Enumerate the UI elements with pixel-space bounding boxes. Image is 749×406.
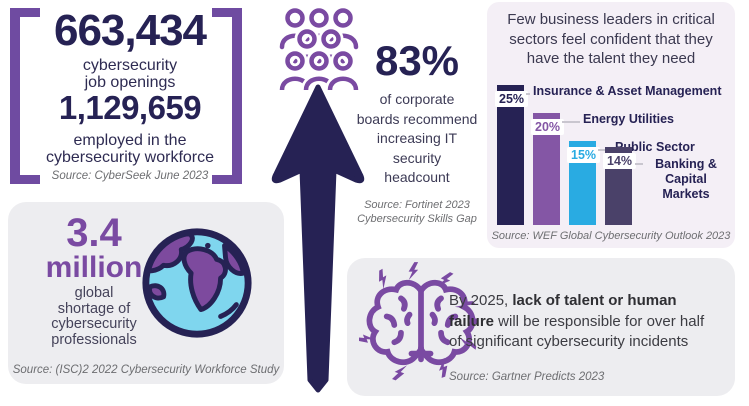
shortage-card: 3.4 million global shortage of cybersecu… <box>8 202 284 384</box>
gartner-source: Source: Gartner Predicts 2023 <box>449 371 605 383</box>
leader-line-1 <box>562 121 580 123</box>
right-bracket <box>212 8 242 184</box>
prediction-text-prefix: By 2025, <box>449 292 513 309</box>
prediction-text-suffix: will be responsible for over half of sig… <box>449 312 705 351</box>
bar-value-label-2: 15% <box>567 147 601 163</box>
talent-bar-chart: 25% Insurance & Asset Management 20% Energy… <box>487 2 735 248</box>
bar-category-label-0: Insurance & Asset Management <box>533 84 722 98</box>
bar-category-label-3: Banking & Capital Markets <box>655 157 717 201</box>
leader-line-3 <box>635 163 643 165</box>
bar-0 <box>497 85 524 225</box>
talent-confidence-panel: Few business leaders in critical sectors… <box>487 2 735 248</box>
employed-value: 1,129,659 <box>58 89 202 126</box>
chart-title: Few business leaders in critical sectors… <box>507 11 715 67</box>
boards-percent-label: of corporate boards recommend increasing… <box>356 91 478 185</box>
boards-percent-value: 83% <box>374 37 460 84</box>
employed-label: employed in the cybersecurity workforce <box>45 132 215 166</box>
prediction-text: By 2025, lack of talent or human failure… <box>449 291 705 353</box>
bar-value-label-3: 14% <box>603 153 637 169</box>
bar-value-label-1: 20% <box>531 119 565 135</box>
job-openings-label: cybersecurity job openings <box>82 57 178 91</box>
shortage-unit: million <box>45 251 143 284</box>
bar-category-label-2: Public Sector <box>615 140 695 154</box>
leader-line-0 <box>526 93 530 95</box>
shortage-label: global shortage of cybersecurity profess… <box>51 285 137 348</box>
isc2-source: Source: (ISC)2 2022 Cybersecurity Workfo… <box>12 364 280 376</box>
prediction-text-bold: lack of talent or human failure <box>449 292 677 330</box>
left-bracket <box>10 8 40 184</box>
wef-source: Source: WEF Global Cybersecurity Outlook… <box>491 230 731 242</box>
brain-icon <box>359 262 479 383</box>
globe-icon <box>142 228 252 338</box>
bar-category-label-1: Energy Utilities <box>583 112 674 126</box>
up-arrow-icon <box>271 84 365 393</box>
cyberseek-source: Source: CyberSeek June 2023 <box>51 170 209 182</box>
prediction-card: By 2025, lack of talent or human failure… <box>347 258 735 396</box>
job-openings-value: 663,434 <box>53 6 207 55</box>
bar-value-label-0: 25% <box>495 91 529 107</box>
fortinet-source: Source: Fortinet 2023 Cybersecurity Skil… <box>357 199 477 225</box>
shortage-value: 3.4 <box>66 211 122 255</box>
